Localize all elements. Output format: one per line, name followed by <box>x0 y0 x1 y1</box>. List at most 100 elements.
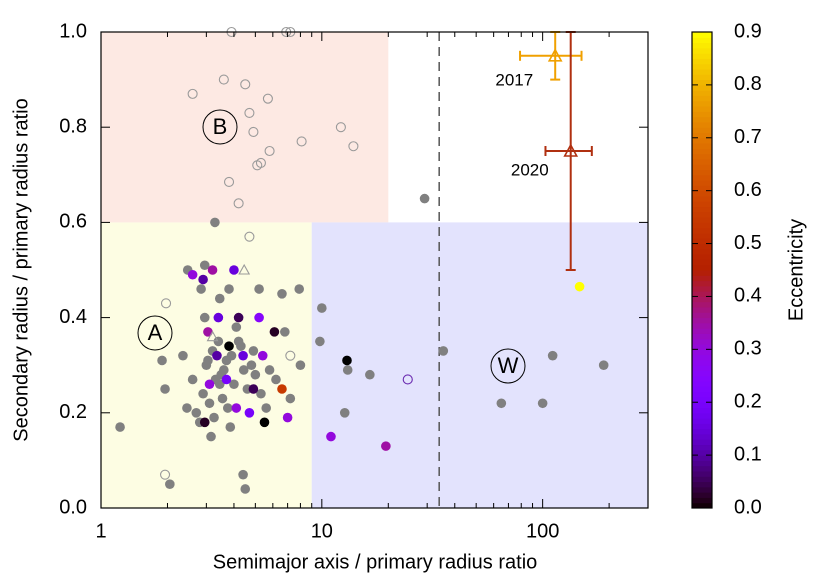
colorbar-band <box>692 143 712 149</box>
data-point <box>402 374 413 385</box>
colorbar-band <box>692 69 712 75</box>
colorbar-frame <box>691 31 713 509</box>
data-point <box>204 398 215 409</box>
region-label-circle <box>490 348 526 384</box>
data-point <box>282 412 293 423</box>
data-point <box>203 355 213 366</box>
data-point <box>199 260 210 271</box>
data-point <box>178 350 188 361</box>
data-point <box>348 141 359 152</box>
y-axis-label: Secondary radius / primary radius ratio <box>10 98 32 441</box>
data-point <box>238 469 248 480</box>
y-tick-label: 1.0 <box>59 20 87 42</box>
data-point <box>236 341 246 351</box>
region-label-circle <box>202 109 238 145</box>
colorbar-band <box>692 391 712 398</box>
data-point <box>315 336 325 347</box>
colorbar-band <box>692 37 712 44</box>
colorbar-band <box>692 195 712 202</box>
colorbar-band <box>692 84 712 91</box>
data-point <box>438 346 449 356</box>
colorbar-tick-label: 0.8 <box>734 73 762 95</box>
data-point <box>295 360 306 371</box>
colorbar-band <box>692 32 712 38</box>
colorbar-band <box>692 349 712 356</box>
region-label: W <box>498 353 519 378</box>
data-point <box>187 269 198 280</box>
point-label: 2020 <box>511 160 549 179</box>
data-point <box>248 384 259 394</box>
colorbar-band <box>692 359 712 366</box>
data-point <box>271 374 281 385</box>
data-point <box>254 312 264 323</box>
colorbar-band <box>692 492 712 498</box>
colorbar-band <box>692 481 712 488</box>
y-tick-label: 0.6 <box>59 211 87 233</box>
colorbar-band <box>692 222 712 229</box>
colorbar-band <box>692 439 712 446</box>
data-point <box>365 369 375 380</box>
colorbar-band <box>692 153 712 160</box>
region-label: A <box>148 320 163 345</box>
colorbar-band <box>692 502 712 509</box>
data-point <box>207 265 218 275</box>
data-point <box>196 284 206 294</box>
colorbar-band <box>692 328 712 334</box>
data-point <box>226 350 237 361</box>
data-point <box>574 281 585 292</box>
data-point <box>187 88 198 99</box>
data-point <box>206 431 216 442</box>
data-point <box>264 145 275 157</box>
data-point <box>285 350 296 361</box>
region <box>101 32 389 223</box>
colorbar-band <box>692 95 712 102</box>
colorbar-band <box>692 206 712 213</box>
data-point <box>191 408 202 418</box>
data-point <box>496 398 507 409</box>
colorbar-band <box>692 455 712 461</box>
data-point <box>182 403 192 413</box>
colorbar-band <box>692 386 712 393</box>
data-point <box>285 393 296 404</box>
colorbar-band <box>692 275 712 282</box>
data-point <box>317 303 327 313</box>
data-point <box>160 384 170 394</box>
data-point <box>238 365 249 375</box>
data-point <box>160 298 172 309</box>
data-point <box>229 379 239 390</box>
data-point <box>335 122 346 133</box>
x-tick-label: 100 <box>526 520 559 542</box>
region-label-circle <box>137 315 173 351</box>
regions: A B W <box>101 32 648 508</box>
data-point <box>248 126 259 138</box>
data-point <box>219 365 229 375</box>
colorbar-band <box>692 243 712 250</box>
colorbar-band <box>692 148 712 155</box>
colorbar-band <box>692 201 712 208</box>
colorbar-band <box>692 47 712 54</box>
data-point <box>250 369 261 380</box>
colorbar-band <box>692 185 712 192</box>
y-tick-label: 0.4 <box>59 306 87 328</box>
data-point <box>244 408 255 418</box>
colorbar-band <box>692 412 712 419</box>
colorbar-band <box>692 476 712 483</box>
colorbar-tick-label: 0.4 <box>734 285 762 307</box>
colorbar-band <box>692 259 712 266</box>
colorbar-tick-label: 0.5 <box>734 232 762 254</box>
data-point <box>115 422 125 432</box>
colorbar-band <box>692 407 712 414</box>
colorbar-band <box>692 106 712 112</box>
data-point <box>264 365 275 375</box>
colorbar-band <box>692 344 712 350</box>
colorbar-band <box>692 497 712 504</box>
colorbar-band <box>692 63 712 70</box>
colorbar-band <box>692 433 712 440</box>
colorbar-band <box>692 158 712 165</box>
colorbar-band <box>692 470 712 477</box>
colorbar-tick-label: 0.9 <box>734 20 762 42</box>
data-point <box>256 388 266 399</box>
data-point <box>547 48 563 62</box>
colorbar-band <box>692 375 712 382</box>
colorbar-band <box>692 137 712 144</box>
